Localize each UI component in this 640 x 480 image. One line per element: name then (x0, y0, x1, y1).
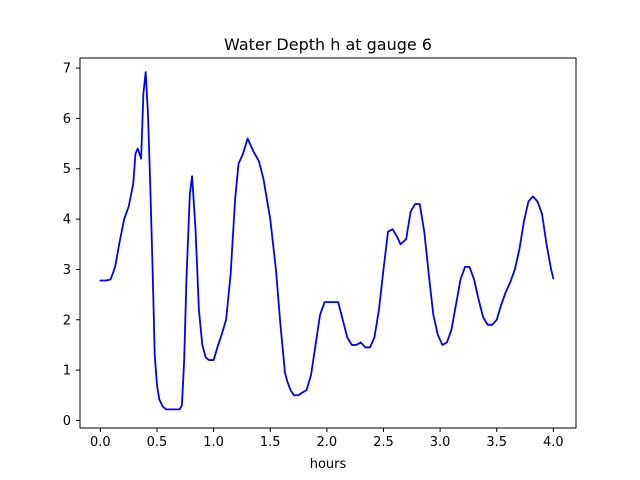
y-tick-label: 0 (63, 414, 71, 429)
y-tick-label: 5 (63, 162, 71, 177)
x-tick-label: 4.0 (543, 435, 564, 450)
x-tick-label: 1.5 (260, 435, 281, 450)
y-tick-label: 4 (63, 213, 71, 228)
x-tick-label: 2.0 (317, 435, 338, 450)
series-line-water-depth (99, 71, 555, 411)
y-tick-label: 2 (63, 313, 71, 328)
x-tick-label: 0.0 (90, 435, 111, 450)
plot-area (79, 57, 577, 429)
chart-title: Water Depth h at gauge 6 (224, 35, 432, 54)
y-axis: 0 1 2 3 4 5 6 7 (63, 62, 80, 429)
y-tick-label: 6 (63, 112, 71, 127)
y-tick-label: 7 (63, 62, 71, 77)
plot-frame (79, 57, 577, 429)
y-tick-label: 3 (63, 263, 71, 278)
x-tick-label: 1.0 (203, 435, 224, 450)
x-tick-label: 3.5 (486, 435, 507, 450)
x-axis-label: hours (310, 457, 347, 472)
x-tick-label: 3.0 (430, 435, 451, 450)
x-tick-label: 0.5 (147, 435, 168, 450)
x-axis: 0.0 0.5 1.0 1.5 2.0 2.5 3.0 3.5 4.0 (90, 428, 564, 450)
x-tick-label: 2.5 (373, 435, 394, 450)
y-tick-label: 1 (63, 364, 71, 379)
